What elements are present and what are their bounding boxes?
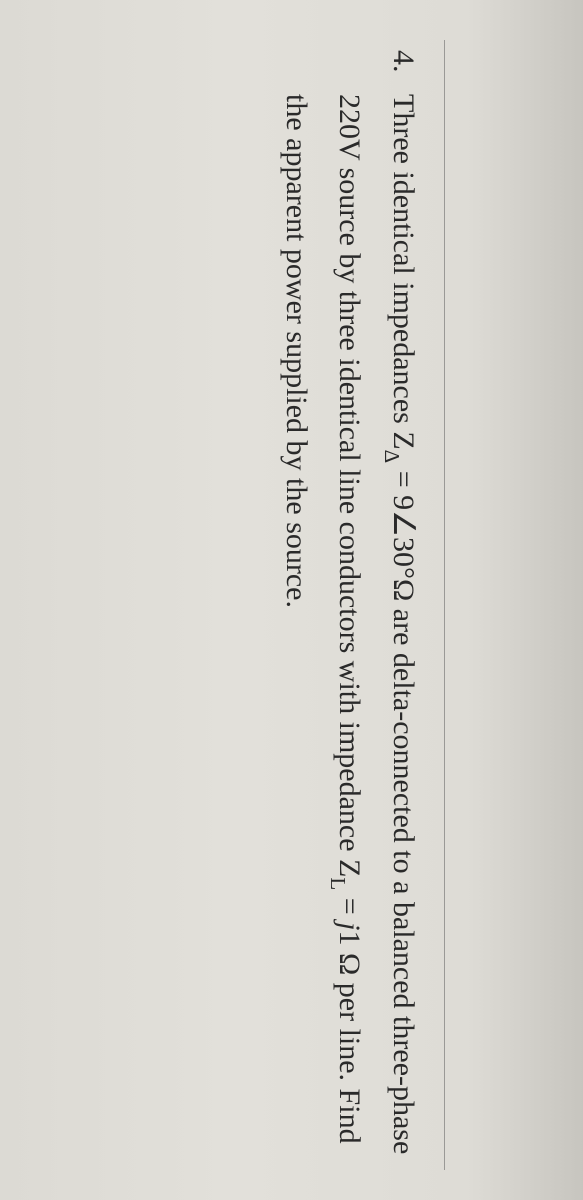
text-line2-c: 1 Ω per line. Find	[333, 930, 366, 1143]
text-line1-a: Three identical impedances Z	[387, 94, 420, 450]
text-line1-b: = 9∠30°Ω are delta-connected to a balanc…	[387, 463, 420, 1154]
horizontal-rule	[444, 40, 445, 1170]
subscript-L: L	[326, 877, 350, 890]
text-line2-a: 220V source by three identical line cond…	[333, 94, 366, 877]
problem-4: 4. Three identical impedances ZΔ = 9∠30°…	[271, 50, 429, 1165]
subscript-delta: Δ	[380, 450, 404, 464]
text-line3: the apparent power supplied by the sourc…	[280, 94, 313, 608]
problem-number: 4.	[271, 50, 429, 94]
text-line2-b: =	[333, 890, 366, 922]
page-scan: 4. Three identical impedances ZΔ = 9∠30°…	[0, 0, 583, 1200]
problem-body: Three identical impedances ZΔ = 9∠30°Ω a…	[271, 94, 429, 1165]
